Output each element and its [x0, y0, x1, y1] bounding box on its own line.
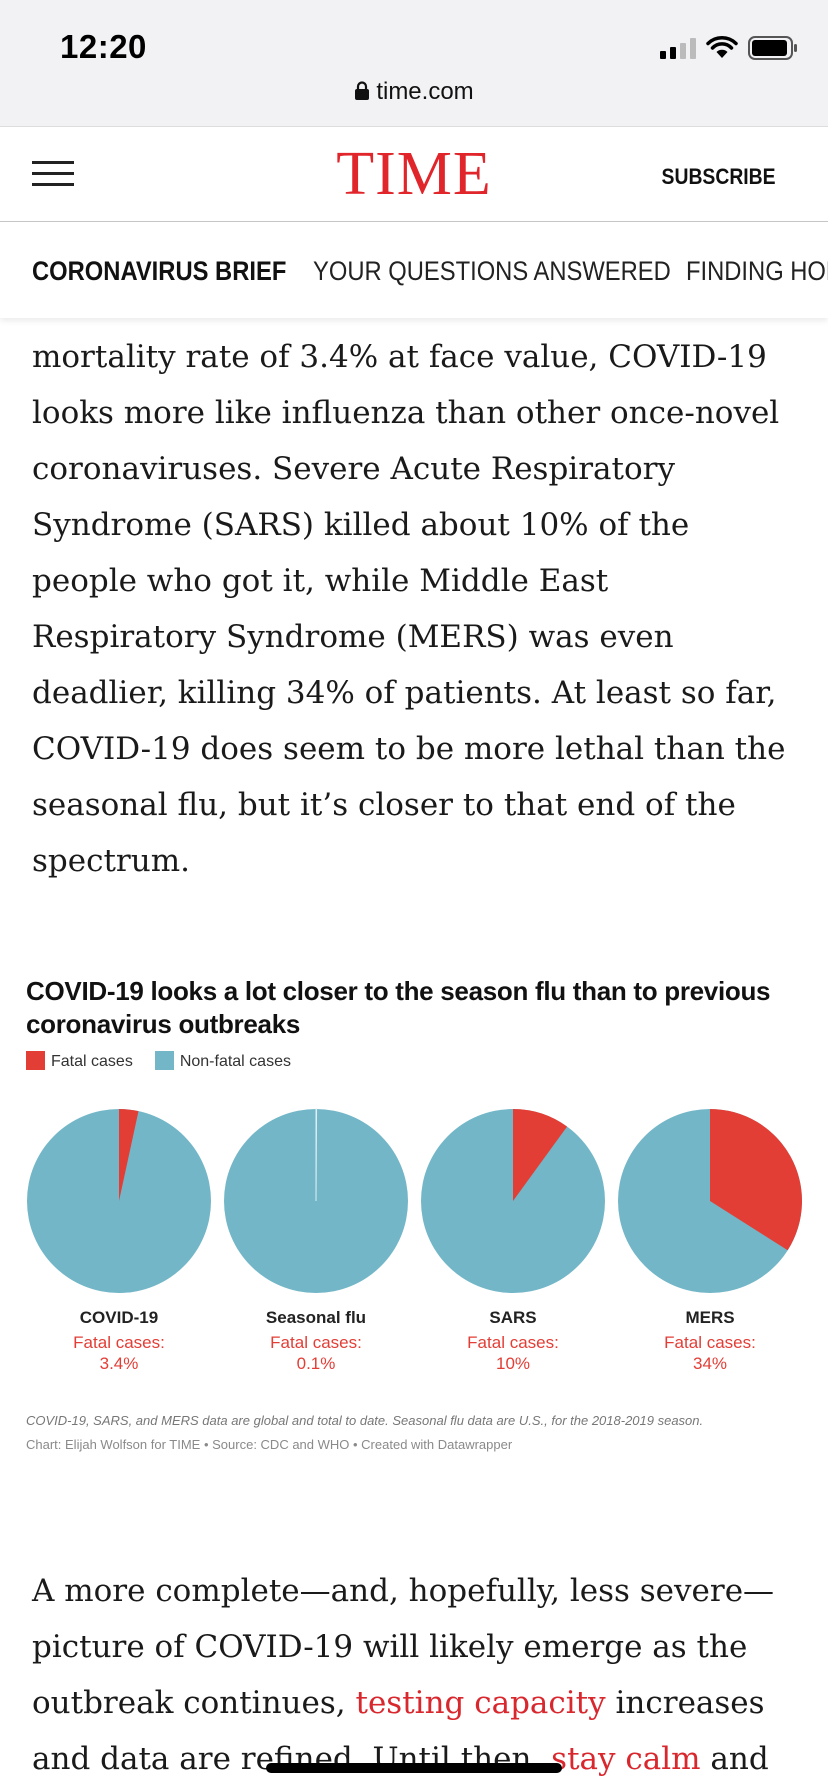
- chart-credit: Chart: Elijah Wolfson for TIME • Source:…: [26, 1437, 513, 1452]
- pie-seasonal-flu: Seasonal flu Fatal cases: 0.1%: [223, 1108, 409, 1374]
- pie-label: SARS: [489, 1308, 537, 1327]
- pie-sars: SARS Fatal cases: 10%: [420, 1108, 606, 1374]
- status-icons: [660, 36, 798, 60]
- pie-fatal-caption: Fatal cases:: [467, 1333, 559, 1352]
- pie-fatal-caption: Fatal cases:: [73, 1333, 165, 1352]
- paragraph-text: and: [700, 1741, 769, 1777]
- pie-chart: [421, 1109, 605, 1293]
- menu-icon[interactable]: [32, 161, 74, 187]
- pie-slice-fatal: [513, 1109, 568, 1201]
- chart-note: COVID-19, SARS, and MERS data are global…: [26, 1413, 704, 1428]
- pie-fatal-value: 0.1%: [296, 1354, 336, 1373]
- article-paragraph: mortality rate of 3.4% at face value, CO…: [32, 339, 786, 879]
- legend-label-nonfatal: Non-fatal cases: [179, 1053, 291, 1070]
- pie-fatal-caption: Fatal cases:: [270, 1333, 362, 1352]
- home-indicator: [266, 1763, 562, 1773]
- section-nav: CORONAVIRUS BRIEF YOUR QUESTIONS ANSWERE…: [0, 222, 828, 318]
- legend-label-fatal: Fatal cases: [51, 1053, 133, 1070]
- subscribe-button[interactable]: SUBSCRIBE: [661, 164, 776, 189]
- legend-swatch-fatal: [26, 1051, 45, 1070]
- legend-item-fatal: Fatal cases: [26, 1051, 133, 1071]
- stay-calm-link[interactable]: stay calm: [551, 1741, 701, 1777]
- pie-label: MERS: [685, 1308, 735, 1327]
- section-nav-finding-hope[interactable]: FINDING HOPE: [686, 256, 828, 286]
- pie-fatal-value: 34%: [692, 1354, 728, 1373]
- legend-item-nonfatal: Non-fatal cases: [154, 1051, 291, 1071]
- site-header: TIME SUBSCRIBE: [0, 126, 828, 222]
- paragraph-text: A more complete—and, hopefully, less sev…: [32, 1573, 775, 1721]
- chart-legend: Fatal cases Non-fatal cases: [26, 1051, 806, 1071]
- pie-fatal-caption: Fatal cases:: [664, 1333, 756, 1352]
- time-logo[interactable]: TIME: [336, 140, 492, 208]
- cellular-signal-icon: [660, 37, 696, 59]
- pie-mers: MERS Fatal cases: 34%: [617, 1108, 803, 1374]
- lock-icon: [355, 81, 370, 100]
- status-time: 12:20: [60, 28, 147, 65]
- pie-slice-fatal: [315, 1108, 318, 1202]
- pie-chart: [27, 1109, 211, 1293]
- pie-fatal-value: 3.4%: [99, 1354, 139, 1373]
- pie-fatal-value: 10%: [495, 1354, 531, 1373]
- pie-covid-19: COVID-19 Fatal cases: 3.4%: [26, 1108, 212, 1374]
- testing-capacity-link[interactable]: testing capacity: [355, 1685, 606, 1721]
- section-nav-coronavirus-brief[interactable]: CORONAVIRUS BRIEF: [32, 256, 287, 286]
- section-nav-your-questions-answered[interactable]: YOUR QUESTIONS ANSWERED: [313, 256, 671, 286]
- status-bar: 12:20 time.com: [0, 0, 828, 126]
- wifi-icon: [706, 36, 738, 58]
- pie-slice-fatal: [710, 1109, 803, 1251]
- pie-label: Seasonal flu: [265, 1308, 367, 1327]
- battery-icon: [748, 36, 797, 60]
- article-paragraph-2: A more complete—and, hopefully, less sev…: [32, 1563, 802, 1787]
- url-text: time.com: [376, 78, 474, 105]
- pie-chart: [618, 1109, 803, 1293]
- chart-title: COVID-19 looks a lot closer to the seaso…: [26, 976, 771, 1039]
- mortality-chart: COVID-19 looks a lot closer to the seaso…: [26, 975, 806, 1465]
- legend-swatch-nonfatal: [154, 1051, 174, 1070]
- pie-slice-fatal: [119, 1109, 139, 1201]
- pie-label: COVID-19: [79, 1308, 159, 1327]
- address-bar[interactable]: time.com: [0, 78, 828, 106]
- pie-chart: [224, 1108, 408, 1293]
